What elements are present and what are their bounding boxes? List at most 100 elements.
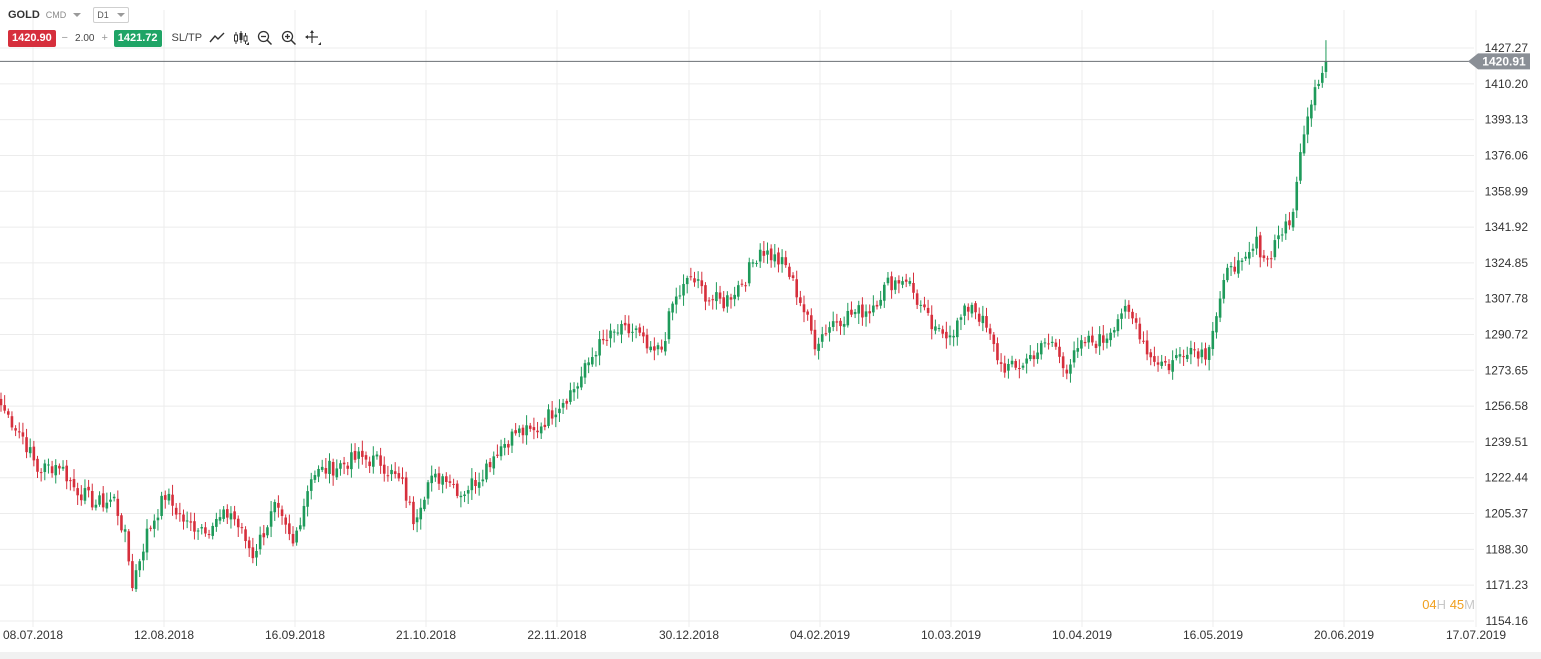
candle xyxy=(558,399,561,422)
candle xyxy=(744,281,747,292)
x-tick-label: 21.10.2018 xyxy=(396,628,456,642)
candle xyxy=(930,305,934,340)
candle xyxy=(1277,225,1280,249)
zoom-out-icon[interactable] xyxy=(256,29,274,47)
candle xyxy=(375,451,379,460)
candle xyxy=(240,522,244,534)
candle xyxy=(908,277,912,287)
candle xyxy=(1032,350,1036,367)
candle xyxy=(788,263,791,280)
candle xyxy=(810,308,813,335)
candle xyxy=(390,464,393,481)
candle xyxy=(1302,125,1306,156)
candle xyxy=(50,460,54,478)
candle xyxy=(1200,342,1204,364)
candle xyxy=(550,400,554,425)
sell-price-button[interactable]: 1420.90 xyxy=(8,29,56,47)
candle xyxy=(948,325,952,346)
time-scrollbar[interactable] xyxy=(0,652,1541,659)
candle xyxy=(1087,330,1090,349)
candle xyxy=(1222,273,1226,304)
candle xyxy=(105,492,109,513)
candle xyxy=(233,505,236,526)
candle xyxy=(153,514,156,538)
candle xyxy=(747,257,751,287)
candle xyxy=(58,463,61,475)
candle xyxy=(185,511,189,529)
candle xyxy=(14,425,17,437)
candle xyxy=(200,523,204,535)
timeframe-select[interactable]: D1 xyxy=(93,7,129,23)
trend-line-icon[interactable] xyxy=(208,29,226,47)
candle xyxy=(295,527,298,546)
candle xyxy=(1288,212,1291,230)
candle xyxy=(25,428,28,459)
candle xyxy=(1072,341,1076,368)
candle xyxy=(1091,326,1094,346)
lot-increase-button[interactable]: + xyxy=(101,32,108,44)
y-tick-label: 1376.06 xyxy=(1485,148,1529,162)
candle xyxy=(226,504,229,525)
candle xyxy=(361,440,364,465)
candle xyxy=(309,472,313,500)
candle xyxy=(561,398,565,415)
candle xyxy=(966,303,970,321)
x-tick-label: 22.11.2018 xyxy=(527,628,586,642)
candle xyxy=(65,459,68,490)
candle xyxy=(236,515,240,537)
candle xyxy=(850,301,853,318)
candle xyxy=(1215,312,1218,339)
candle xyxy=(1248,241,1251,265)
candle xyxy=(466,485,470,504)
candle xyxy=(890,271,893,299)
candle xyxy=(1080,335,1083,356)
candle xyxy=(1098,326,1101,355)
candle xyxy=(528,422,532,432)
candle xyxy=(80,485,83,506)
candle xyxy=(90,483,94,511)
buy-price-button[interactable]: 1421.72 xyxy=(113,29,162,47)
candle xyxy=(1204,342,1207,366)
candle xyxy=(415,509,419,533)
candle xyxy=(1226,263,1229,283)
candle xyxy=(609,323,612,348)
candle xyxy=(284,514,287,534)
candle xyxy=(514,423,517,436)
candle xyxy=(21,422,25,445)
sltp-button[interactable]: SL/TP xyxy=(171,32,203,44)
candle xyxy=(455,480,459,499)
candle xyxy=(1306,107,1309,144)
candle xyxy=(956,317,959,346)
candle xyxy=(507,440,510,455)
candle xyxy=(109,492,112,508)
lot-decrease-button[interactable]: − xyxy=(61,32,68,44)
symbol-name[interactable]: GOLD xyxy=(8,9,40,21)
candle xyxy=(353,443,357,463)
candle xyxy=(839,318,842,335)
market-select[interactable]: CMD xyxy=(46,10,82,20)
chevron-down-icon xyxy=(116,13,125,17)
candle xyxy=(215,512,218,532)
candle xyxy=(806,309,809,321)
candle xyxy=(3,395,6,414)
candle xyxy=(580,366,583,391)
y-tick-label: 1205.37 xyxy=(1485,507,1529,521)
candle xyxy=(441,473,444,494)
lot-stepper[interactable]: − 2.00 + xyxy=(59,30,111,47)
lot-value-input[interactable]: 2.00 xyxy=(75,32,95,44)
candle xyxy=(350,443,353,478)
candle xyxy=(660,339,663,353)
zoom-in-icon[interactable] xyxy=(280,29,298,47)
candle xyxy=(1171,350,1174,380)
candle xyxy=(1029,345,1032,362)
timeframe-label: D1 xyxy=(97,10,109,20)
candle-type-icon[interactable] xyxy=(232,29,250,47)
crosshair-icon[interactable] xyxy=(304,29,322,47)
candle xyxy=(554,407,558,428)
candle xyxy=(1280,228,1284,242)
candle xyxy=(207,529,211,539)
x-tick-label: 04.02.2019 xyxy=(790,628,850,642)
candle xyxy=(412,496,415,531)
candle xyxy=(1258,231,1262,268)
